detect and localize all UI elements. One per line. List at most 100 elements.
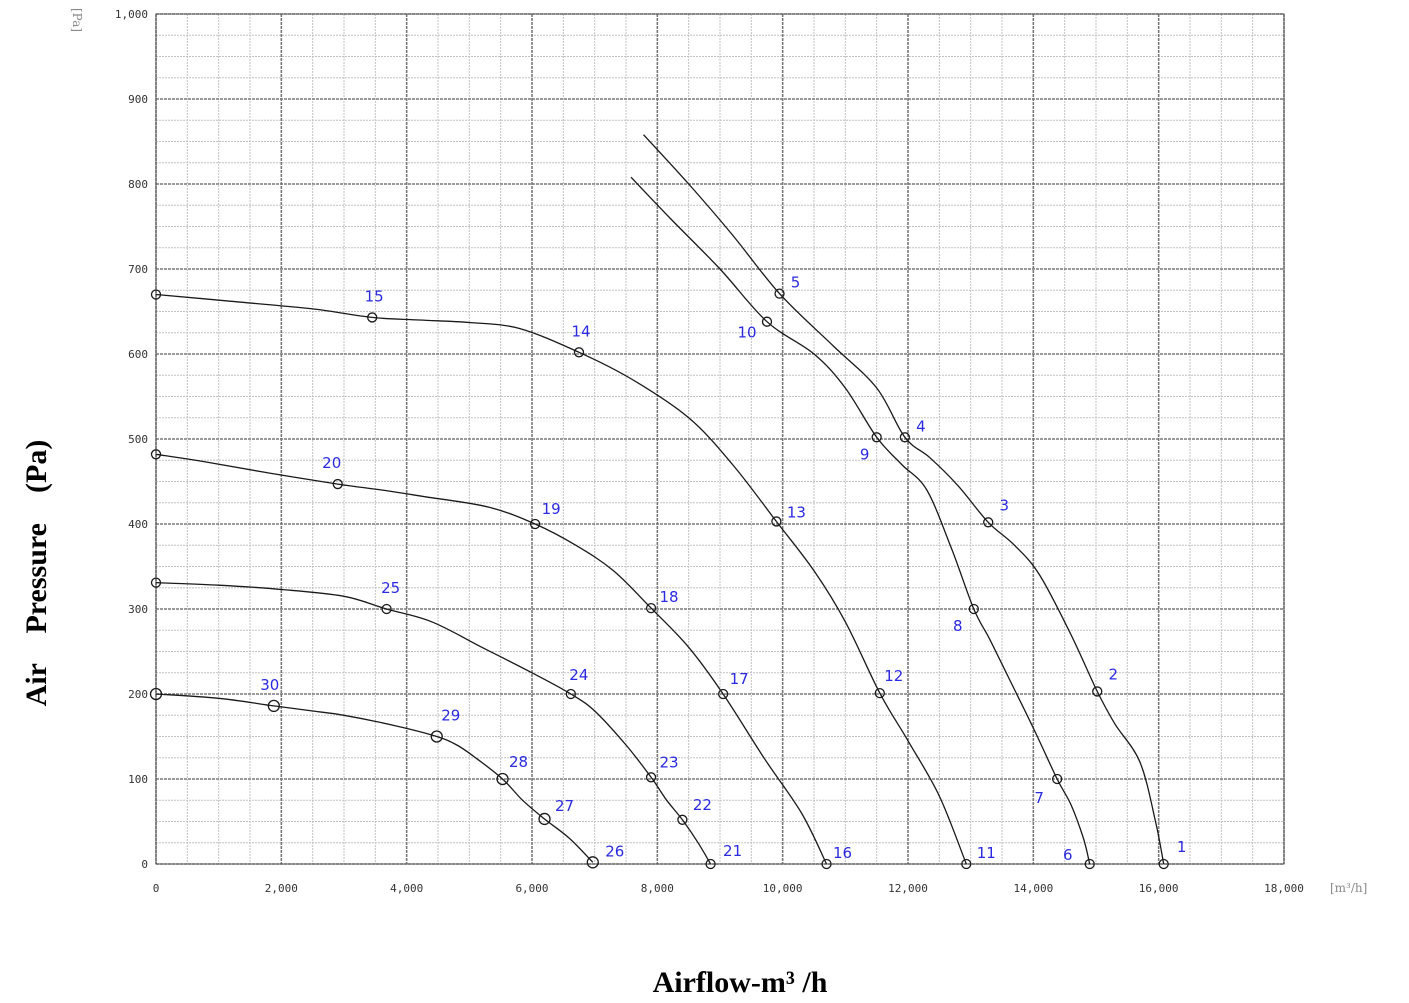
- marker-point: [968, 603, 979, 615]
- curves: [155, 134, 1165, 865]
- point-label-21: 21: [723, 842, 742, 860]
- marker-point: [430, 730, 443, 743]
- point-label-29: 29: [441, 707, 460, 725]
- marker-point: [150, 289, 162, 300]
- marker-point: [761, 316, 773, 327]
- marker-point: [1158, 858, 1169, 870]
- point-label-10: 10: [737, 324, 756, 342]
- point-label-3: 3: [999, 496, 1009, 514]
- marker-point: [150, 449, 162, 460]
- marker-point: [367, 312, 378, 323]
- x-tick-label: 12,000: [888, 882, 928, 895]
- point-label-17: 17: [730, 670, 749, 688]
- point-label-20: 20: [322, 454, 341, 472]
- marker-point: [705, 858, 716, 870]
- marker-point: [645, 772, 657, 783]
- x-axis-ticks: 0 2,000 4,000 6,000 8,000 10,000 12,000 14,000 1…: [153, 882, 1304, 895]
- x-tick-label: 2,000: [265, 882, 298, 895]
- y-tick-label: 400: [128, 518, 148, 531]
- marker-point: [538, 812, 551, 826]
- point-label-12: 12: [884, 667, 903, 685]
- plot-border: [155, 13, 1285, 865]
- marker-point: [1092, 686, 1103, 697]
- x-axis-title: Airflow-m³ /h: [653, 966, 828, 999]
- point-label-18: 18: [660, 588, 679, 606]
- marker-point: [871, 432, 882, 443]
- point-label-2: 2: [1108, 665, 1118, 683]
- point-label-6: 6: [1063, 846, 1073, 864]
- x-unit: [m³/h]: [1330, 881, 1367, 895]
- markers: [149, 288, 1169, 870]
- minor-grid: [156, 14, 1284, 864]
- point-label-19: 19: [542, 500, 561, 518]
- point-label-5: 5: [791, 274, 801, 292]
- point-label-23: 23: [660, 753, 679, 771]
- marker-point: [529, 518, 541, 530]
- y-unit: [Pa]: [70, 8, 84, 32]
- marker-point: [774, 288, 785, 299]
- marker-point: [267, 699, 280, 713]
- y-tick-label: 300: [128, 603, 148, 616]
- point-label-16: 16: [833, 844, 852, 862]
- x-tick-label: 6,000: [515, 882, 548, 895]
- point-label-9: 9: [860, 445, 870, 463]
- marker-point: [381, 603, 392, 615]
- curve-4: [155, 453, 828, 865]
- marker-point: [717, 688, 729, 700]
- y-tick-label: 800: [128, 178, 148, 191]
- marker-point: [874, 688, 885, 699]
- point-label-28: 28: [509, 753, 528, 771]
- x-tick-label: 10,000: [763, 882, 803, 895]
- marker-point: [150, 577, 162, 588]
- marker-point: [771, 516, 782, 527]
- y-tick-label: 500: [128, 433, 148, 446]
- marker-point: [899, 432, 911, 443]
- marker-point: [332, 478, 343, 490]
- point-label-26: 26: [605, 842, 624, 860]
- point-label-8: 8: [953, 617, 963, 635]
- curve-6: [155, 693, 594, 863]
- y-tick-label: 700: [128, 263, 148, 276]
- point-label-15: 15: [365, 287, 384, 305]
- y-tick-label: 0: [141, 858, 148, 871]
- marker-point: [645, 603, 657, 614]
- x-tick-label: 8,000: [641, 882, 674, 895]
- x-tick-label: 16,000: [1139, 882, 1179, 895]
- y-tick-label: 600: [128, 348, 148, 361]
- x-tick-label: 18,000: [1264, 882, 1304, 895]
- curve-3: [155, 293, 967, 865]
- point-label-7: 7: [1034, 789, 1044, 807]
- x-tick-label: 4,000: [390, 882, 423, 895]
- point-label-25: 25: [381, 579, 400, 597]
- y-tick-label: 200: [128, 688, 148, 701]
- x-tick-label: 0: [153, 882, 160, 895]
- point-label-27: 27: [555, 797, 574, 815]
- marker-point: [961, 858, 972, 870]
- marker-point: [983, 517, 994, 528]
- curve-5: [155, 581, 712, 865]
- point-label-11: 11: [977, 844, 996, 862]
- marker-point: [821, 858, 832, 870]
- point-label-24: 24: [569, 666, 588, 684]
- marker-point: [573, 347, 585, 358]
- marker-point: [565, 688, 577, 700]
- curve-1: [643, 134, 1165, 865]
- y-axis-ticks: 0 100 200 300 400 500 600 700 800 900 1,000: [115, 8, 148, 871]
- point-label-4: 4: [916, 417, 926, 435]
- x-tick-label: 14,000: [1013, 882, 1053, 895]
- curve-2: [630, 176, 1091, 865]
- point-labels: 1234567891011121314151617181920212223242…: [260, 274, 1186, 864]
- marker-point: [149, 687, 163, 701]
- marker-point: [677, 814, 688, 825]
- point-label-1: 1: [1177, 838, 1187, 856]
- point-label-14: 14: [571, 322, 590, 340]
- y-tick-label: 900: [128, 93, 148, 106]
- y-axis-title: Air Pressure (Pa): [20, 440, 53, 707]
- y-tick-label: 1,000: [115, 8, 148, 21]
- point-label-22: 22: [693, 796, 712, 814]
- point-label-13: 13: [787, 503, 806, 521]
- marker-point: [586, 856, 599, 869]
- marker-point: [1051, 773, 1063, 785]
- marker-point: [496, 772, 509, 786]
